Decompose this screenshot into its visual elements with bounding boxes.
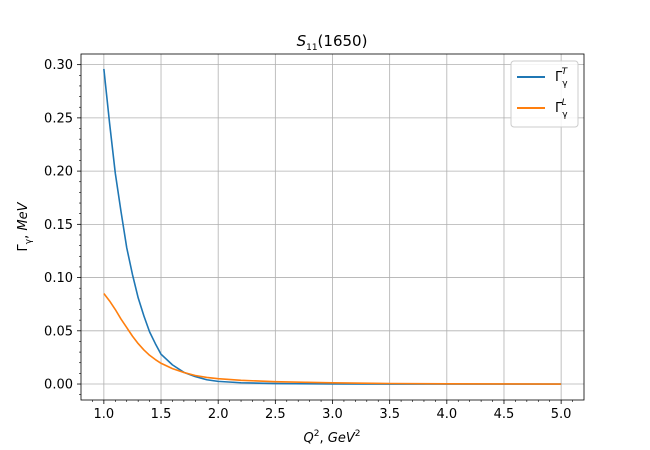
series-line-1 xyxy=(103,293,562,385)
y-tick-label: 0.00 xyxy=(44,378,73,393)
series-layer xyxy=(103,68,562,385)
y-tick-label: 0.10 xyxy=(44,271,73,286)
y-tick-label: 0.15 xyxy=(44,218,73,233)
legend: ΓγT ΓγL xyxy=(510,60,579,128)
ticks: 1.0 1.5 2.0 2.5 3.0 3.5 4.0 4.5 5.0 0.00 0.05 0.10 0… xyxy=(44,58,573,422)
y-axis-label-gamma-sub: γ xyxy=(24,238,34,244)
x-tick-label: 3.0 xyxy=(322,407,343,422)
x-axis-label-unit-sup: 2 xyxy=(355,429,361,439)
y-tick-label: 0.05 xyxy=(44,324,73,339)
y-axis-label-gamma: Γ xyxy=(16,243,31,251)
x-tick-label: 2.0 xyxy=(208,407,229,422)
x-tick-label: 4.5 xyxy=(494,407,515,422)
y-tick-label: 0.30 xyxy=(44,58,73,73)
x-axis-label-unit: GeV xyxy=(328,431,356,446)
chart-title-rest: (1650) xyxy=(318,32,368,50)
y-tick-label: 0.25 xyxy=(44,111,73,126)
x-axis-label: Q2, GeV2 xyxy=(304,429,361,446)
y-axis-label-unit: MeV xyxy=(16,201,31,230)
legend-box xyxy=(510,60,579,128)
x-tick-label: 4.0 xyxy=(436,407,457,422)
series-line-0 xyxy=(103,68,562,385)
chart-title: S11(1650) xyxy=(297,32,368,53)
chart-title-main: S xyxy=(297,32,307,50)
y-tick-label: 0.20 xyxy=(44,165,73,180)
x-tick-label: 2.5 xyxy=(265,407,286,422)
x-tick-label: 5.0 xyxy=(551,407,572,422)
chart-title-sub: 11 xyxy=(306,43,317,53)
y-axis-label: Γγ, MeV xyxy=(16,201,34,251)
legend-label-longitudinal: ΓγL xyxy=(555,98,568,120)
x-tick-label: 1.0 xyxy=(94,407,115,422)
x-tick-label: 3.5 xyxy=(379,407,400,422)
legend-label-transverse: ΓγT xyxy=(555,67,569,89)
x-axis-label-sep: , xyxy=(320,431,328,446)
x-tick-label: 1.5 xyxy=(151,407,172,422)
x-axis-label-q: Q xyxy=(304,431,314,446)
x-axis-label-q-sup: 2 xyxy=(314,429,320,439)
y-axis-label-sep: , xyxy=(16,231,31,239)
